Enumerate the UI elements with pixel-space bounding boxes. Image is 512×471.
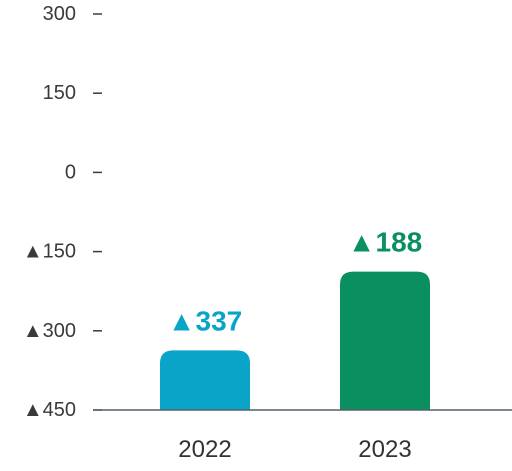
y-tick-label: 0	[65, 161, 76, 183]
y-tick-label: ▲150	[23, 241, 76, 263]
x-axis: 2022 2023	[178, 436, 411, 463]
y-axis: 300 150 0 ▲150 ▲300 ▲450	[23, 3, 102, 421]
x-tick-label: 2023	[358, 436, 411, 463]
y-tick-label: ▲450	[23, 399, 76, 421]
x-tick-label: 2022	[178, 436, 231, 463]
y-tick-label: 150	[43, 82, 76, 104]
data-label: ▲188	[348, 227, 422, 258]
data-label: ▲337	[168, 305, 242, 336]
bar-2022	[160, 350, 250, 410]
y-tick-label: ▲300	[23, 320, 76, 342]
bar-2023	[340, 271, 430, 410]
bars	[160, 271, 430, 410]
value-labels: ▲337 ▲188	[168, 227, 422, 337]
y-tick-label: 300	[43, 3, 76, 25]
